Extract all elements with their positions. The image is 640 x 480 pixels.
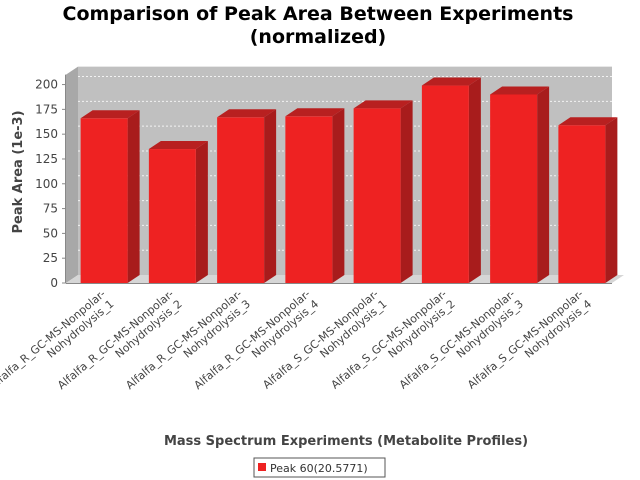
bar [421,77,481,283]
y-tick-label: 100 [35,177,58,191]
bar-side [537,86,550,284]
bars [80,77,618,284]
bar [148,141,208,283]
bar-top [148,141,208,150]
legend-box [253,457,386,478]
bar-top [285,108,345,117]
chart-title: Comparison of Peak Area Between Experime… [63,3,574,48]
legend: Peak 60(20.5771) [253,457,386,478]
bar [80,110,140,283]
bar-front [285,116,333,284]
x-axis-label: Mass Spectrum Experiments (Metabolite Pr… [164,434,528,449]
bar-front [217,117,265,283]
bar-front [421,85,469,283]
x-tick-label: Alfalfa_R_GC-MS-Nonpolar-Nohydrolysis_3 [123,287,253,402]
bar [353,100,413,283]
bar-side [332,108,345,284]
bar [490,86,550,284]
x-tick-label: Alfalfa_S_GC-MS-Nonpolar-Nohydrolysis_2 [329,287,458,401]
bar-front [80,118,128,283]
x-tick-label: Alfalfa_R_GC-MS-Nonpolar-Nohydrolysis_2 [55,287,185,402]
x-tick-label: Alfalfa_S_GC-MS-Nonpolar-Nohydrolysis_1 [260,287,389,401]
x-tick-label: Alfalfa_R_GC-MS-Nonpolar-Nohydrolysis_4 [192,287,322,402]
bar-side [605,117,618,283]
plot-floor [66,275,624,283]
legend-swatch [258,463,266,471]
plot-left-wall [66,66,78,283]
bar-top [421,77,481,86]
bar [558,117,618,283]
bar-side [195,141,208,283]
bar [217,109,277,283]
x-tick-label: Alfalfa_S_GC-MS-Nonpolar-Nohydrolysis_3 [397,287,526,401]
y-tick-label: 150 [35,127,58,141]
chart-title-line-2: (normalized) [250,26,387,48]
x-axis: Alfalfa_R_GC-MS-Nonpolar-Nohydrolysis_1A… [0,283,612,402]
bar-top [490,86,550,95]
bar-front [490,94,538,284]
y-tick-label: 125 [35,152,58,166]
bar-side [400,100,413,283]
chart-title-line-1: Comparison of Peak Area Between Experime… [63,3,574,25]
bar-side [264,109,277,283]
bar-top [80,110,140,119]
y-tick-label: 50 [43,226,58,240]
bar-top [353,100,413,109]
y-tick-label: 200 [35,78,58,92]
bar-top [558,117,618,126]
bar-side [468,77,481,283]
bar-side [127,110,140,283]
grid-lines [78,76,624,251]
bar-front [353,108,401,283]
legend-item-label: Peak 60(20.5771) [270,462,368,475]
y-axis: 0 25 50 75 100 125 150 175 200 [35,74,66,290]
bar [285,108,345,284]
y-tick-label: 0 [50,276,58,290]
x-tick-label-line: Alfalfa_R_GC-MS-Nonpolar- [0,287,108,392]
y-tick-label: 25 [43,251,58,265]
bar-front [558,125,606,283]
y-tick-label: 175 [35,102,58,116]
y-tick-label: 75 [43,202,58,216]
x-tick-label: Alfalfa_S_GC-MS-Nonpolar-Nohydrolysis_4 [465,287,594,401]
y-axis-label: Peak Area (1e-3) [11,110,26,233]
bar-top [217,109,277,118]
bar-front [148,149,196,283]
